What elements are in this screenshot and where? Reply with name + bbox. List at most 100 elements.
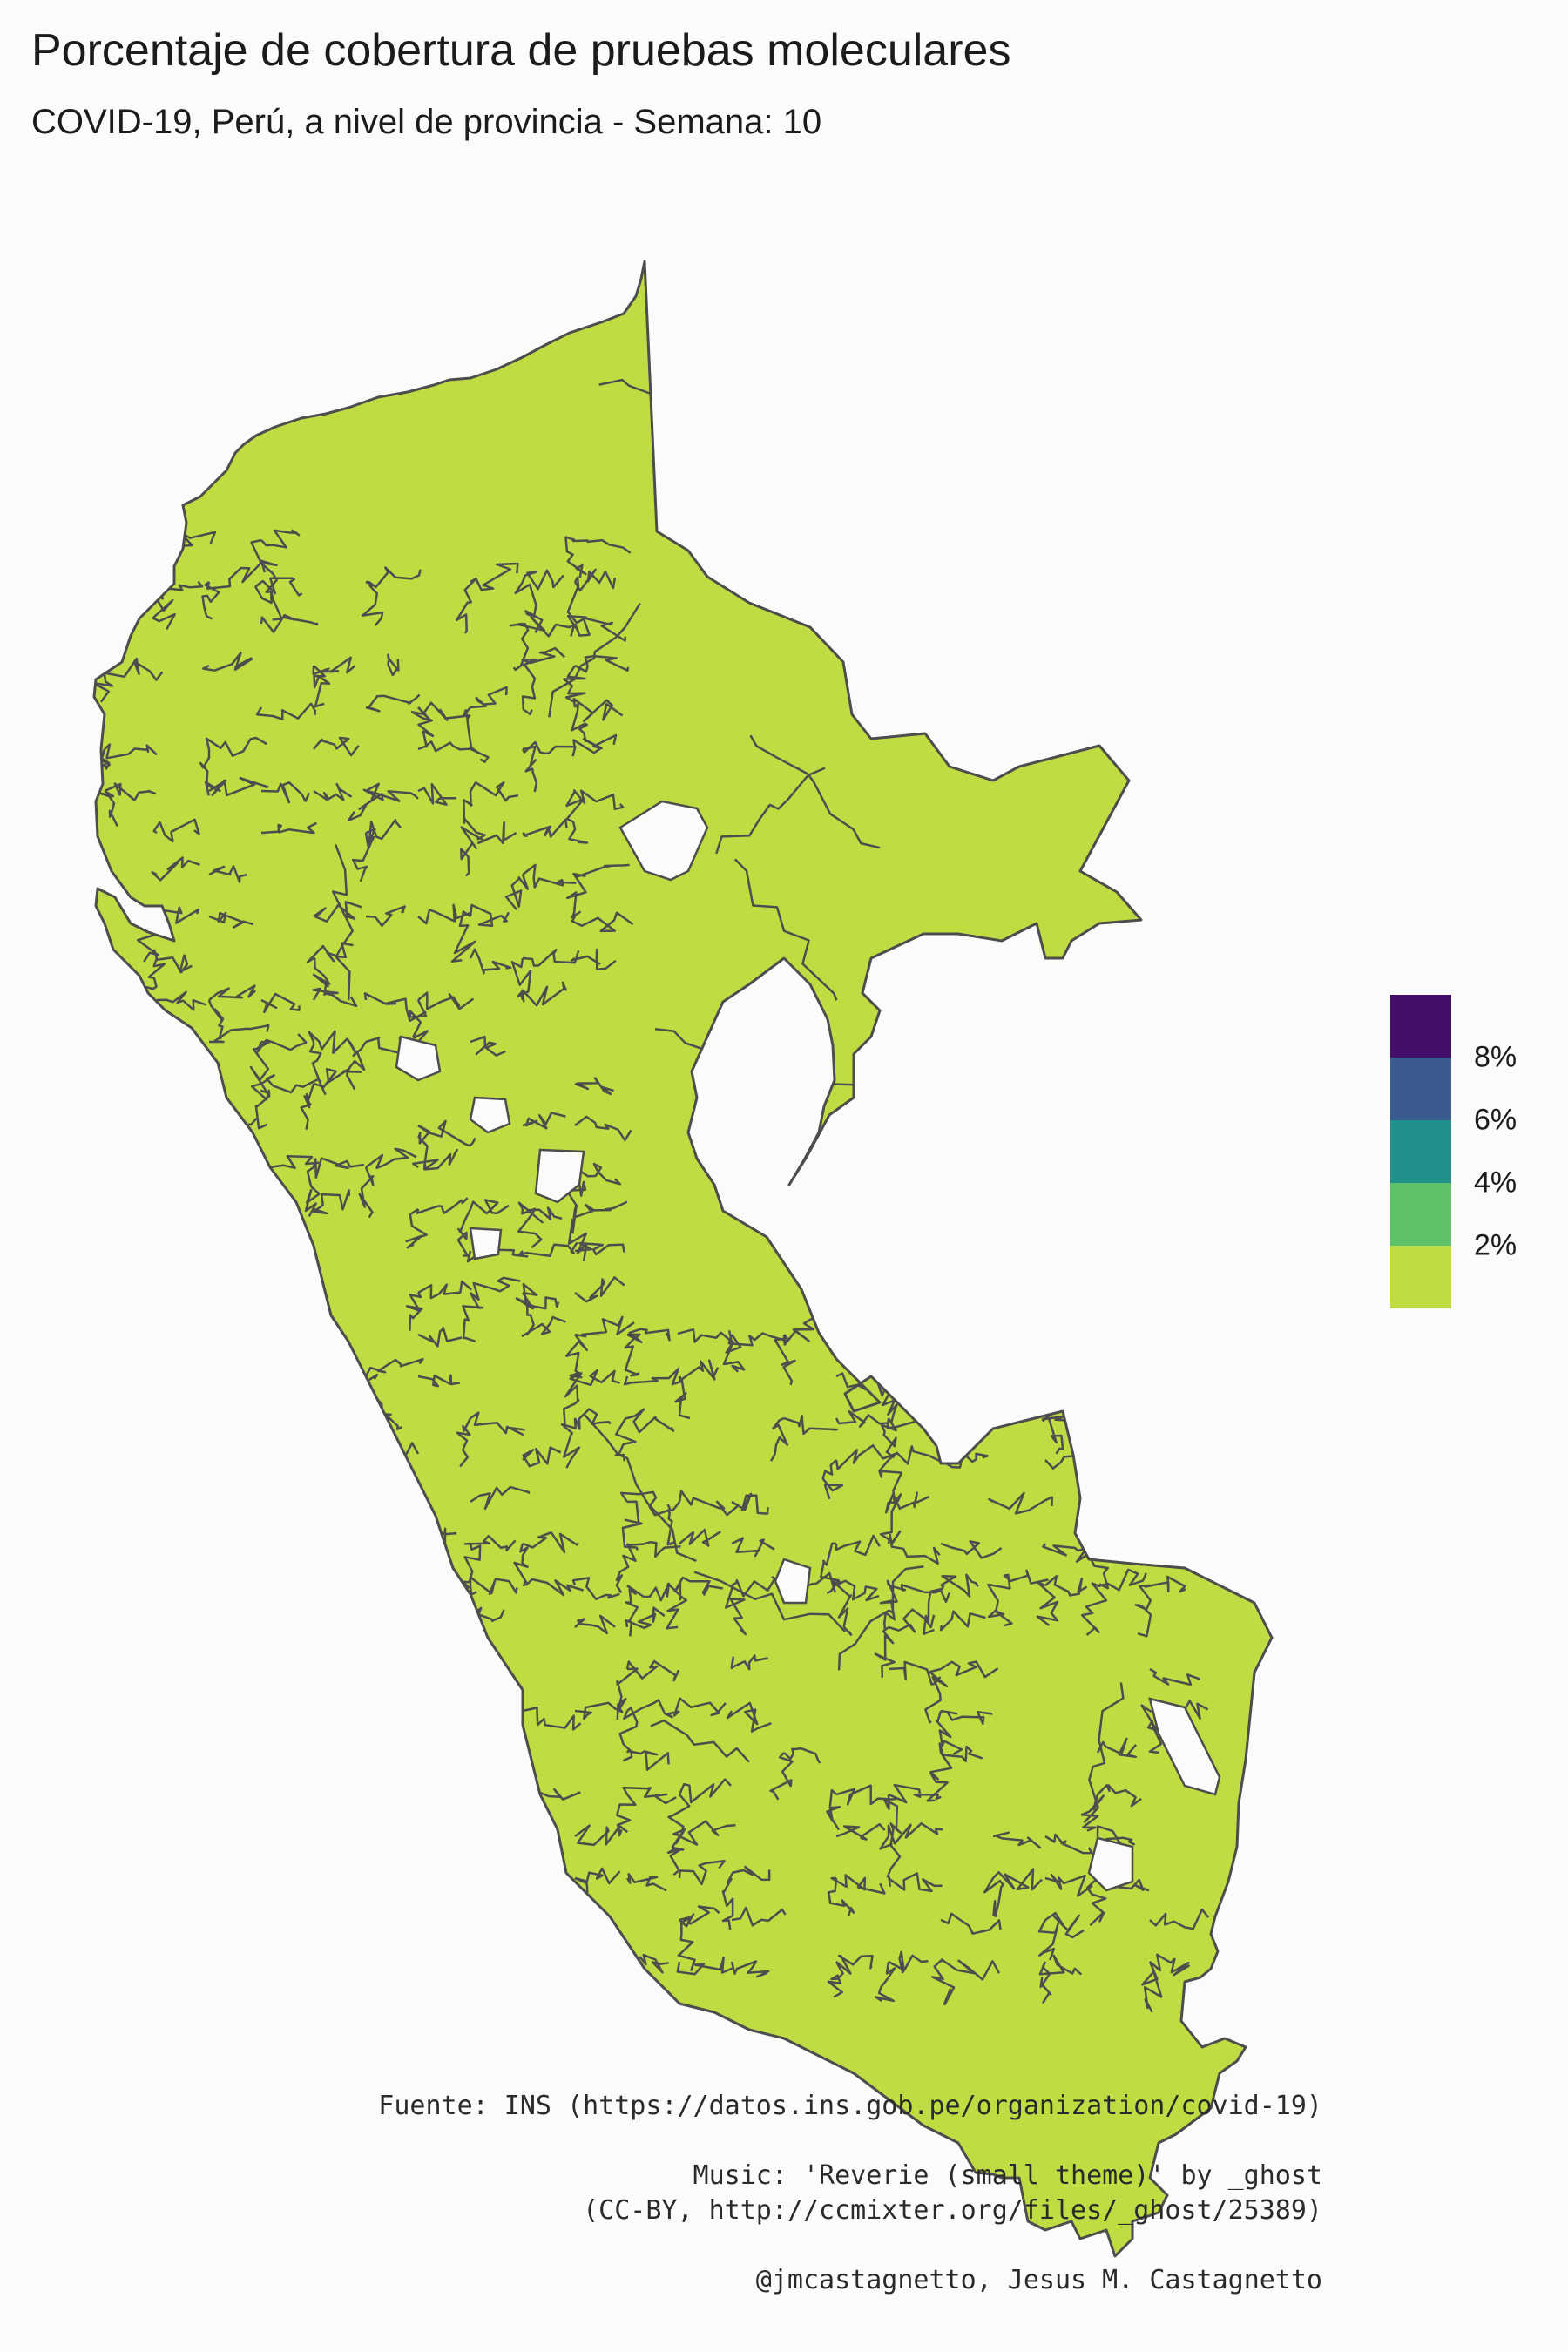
province-border: [992, 1831, 1042, 1849]
province-border: [1149, 1318, 1193, 1336]
province-border: [572, 697, 624, 723]
province-border: [313, 901, 362, 923]
province-border: [937, 1417, 958, 1461]
province-border: [673, 1576, 724, 1596]
province-border: [1149, 1953, 1191, 1977]
province-border: [146, 1041, 166, 1088]
province-border: [208, 1952, 254, 1977]
province-border: [666, 1580, 688, 1630]
province-border: [1039, 1961, 1052, 2004]
province-border: [565, 872, 587, 919]
province-border: [887, 1362, 943, 1388]
province-border: [460, 826, 477, 877]
province-border: [207, 1487, 265, 1507]
province-border: [207, 1785, 263, 1803]
province-border: [207, 1531, 262, 1550]
province-border: [991, 1366, 1047, 1383]
province-border: [574, 655, 630, 673]
province-border: [571, 911, 634, 933]
province-border: [294, 1459, 321, 1501]
province-border: [782, 1315, 827, 1346]
province-border: [827, 1961, 844, 1998]
province-border: [835, 1822, 886, 1841]
province-border: [519, 981, 568, 1007]
province-border: [722, 1334, 746, 1373]
province-border: [152, 1285, 215, 1310]
province-border: [456, 1208, 472, 1257]
province-border: [940, 1660, 999, 1679]
province-border: [156, 1362, 215, 1386]
province-border: [142, 1125, 164, 1170]
province-border: [260, 577, 303, 597]
province-border: [679, 1820, 736, 1846]
province-border: [247, 1285, 268, 1332]
province-border: [939, 1610, 986, 1632]
province-border: [141, 536, 163, 586]
province-border: [417, 1374, 461, 1388]
province-border: [733, 858, 838, 1001]
province-border: [1044, 1873, 1093, 1897]
province-border: [260, 613, 319, 633]
province-border: [365, 818, 402, 843]
province-border: [357, 1835, 373, 1877]
province-border: [625, 1540, 681, 1558]
province-border: [509, 622, 530, 672]
province-border: [202, 652, 253, 672]
province-border: [152, 818, 200, 843]
province-border: [351, 832, 375, 882]
province-border: [156, 1616, 206, 1641]
province-border: [571, 1577, 620, 1601]
province-border: [521, 569, 564, 591]
province-border: [417, 1704, 463, 1720]
province-border: [899, 1179, 974, 1230]
province-border: [677, 1916, 696, 1971]
province-border: [313, 1743, 353, 1764]
province-border: [98, 789, 118, 828]
province-border: [574, 1276, 625, 1303]
province-border: [888, 1660, 942, 1686]
province-border: [622, 1786, 677, 1805]
province-border: [676, 1956, 733, 1976]
province-border: [260, 1574, 302, 1595]
province-border: [303, 1752, 320, 1798]
province-border: [313, 1189, 351, 1215]
province-border: [623, 1699, 679, 1720]
province-border: [260, 1821, 314, 1844]
province-border: [306, 1775, 355, 1803]
province-border: [571, 538, 632, 554]
province-border: [256, 1033, 308, 1053]
province-border: [456, 1417, 472, 1468]
province-border: [387, 653, 400, 677]
province-border: [152, 949, 193, 974]
province-border: [208, 911, 254, 929]
province-border: [614, 1416, 637, 1462]
province-border: [470, 686, 508, 709]
province-border: [347, 788, 384, 821]
province-border: [260, 821, 318, 835]
province-border: [572, 789, 625, 811]
province-border: [574, 1241, 625, 1256]
province-border: [407, 1835, 429, 1886]
legend-swatch-0: [1390, 1246, 1451, 1308]
province-border: [312, 1578, 355, 1603]
province-border: [931, 1958, 956, 2006]
province-border: [359, 1876, 380, 1915]
province-border: [1097, 1784, 1142, 1808]
province-border: [512, 1831, 541, 1882]
province-border: [313, 1491, 355, 1510]
province-border: [731, 1537, 775, 1558]
province-border: [258, 1285, 313, 1302]
province-border: [155, 1247, 213, 1268]
province-border: [469, 1199, 510, 1215]
province-border: [202, 1166, 222, 1213]
province-border: [666, 1501, 680, 1546]
province-border: [887, 1822, 943, 1845]
province-border: [732, 389, 882, 416]
province-border: [1080, 1794, 1105, 1832]
province-border: [726, 1701, 772, 1733]
province-border: [574, 1824, 629, 1847]
province-border: [258, 1950, 302, 1972]
province-border: [365, 1147, 417, 1170]
province-border: [1149, 1667, 1200, 1686]
